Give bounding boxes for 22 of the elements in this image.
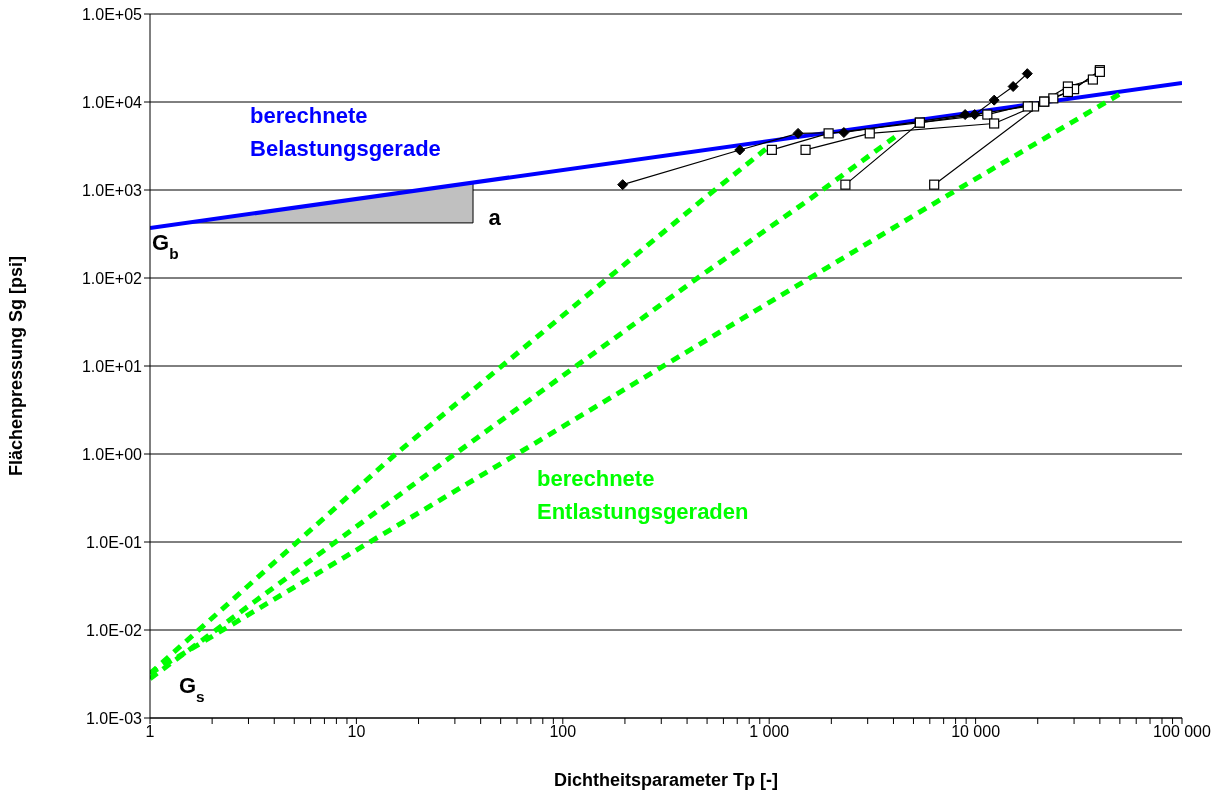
annotation: G$_{b}$: [152, 229, 179, 262]
x-tick-label: 1 000: [749, 723, 790, 741]
x-tick-label: 100: [549, 723, 577, 741]
y-tick-label: 1.0E+00: [81, 445, 143, 463]
x-tick-label: 10 000: [951, 723, 1001, 741]
annotation: berechnete Belastungsgerade: [250, 103, 441, 162]
y-tick-label: 1.0E-02: [85, 621, 143, 639]
annotation: G$_{s}$: [178, 673, 205, 705]
y-tick-label: 1.0E+04: [81, 93, 143, 111]
y-axis-title: Flächenpressung Sg [psi]: [6, 255, 27, 477]
y-tick-label: 1.0E-03: [85, 709, 143, 727]
x-tick-label: 1: [145, 723, 155, 741]
y-tick-label: 1.0E+03: [81, 181, 143, 199]
x-axis-title: Dichtheitsparameter Tp [-]: [553, 770, 779, 790]
y-tick-label: 1.0E+02: [81, 269, 143, 287]
annotation: a: [488, 205, 502, 231]
annotation: berechnete Entlastungsgeraden: [537, 465, 749, 524]
y-tick-label: 1.0E+01: [81, 357, 143, 375]
y-tick-label: 1.0E-01: [85, 533, 143, 551]
x-tick-label: 10: [347, 723, 366, 741]
x-tick-label: 100 000: [1153, 723, 1212, 741]
y-tick-label: 1.0E+05: [81, 5, 143, 23]
